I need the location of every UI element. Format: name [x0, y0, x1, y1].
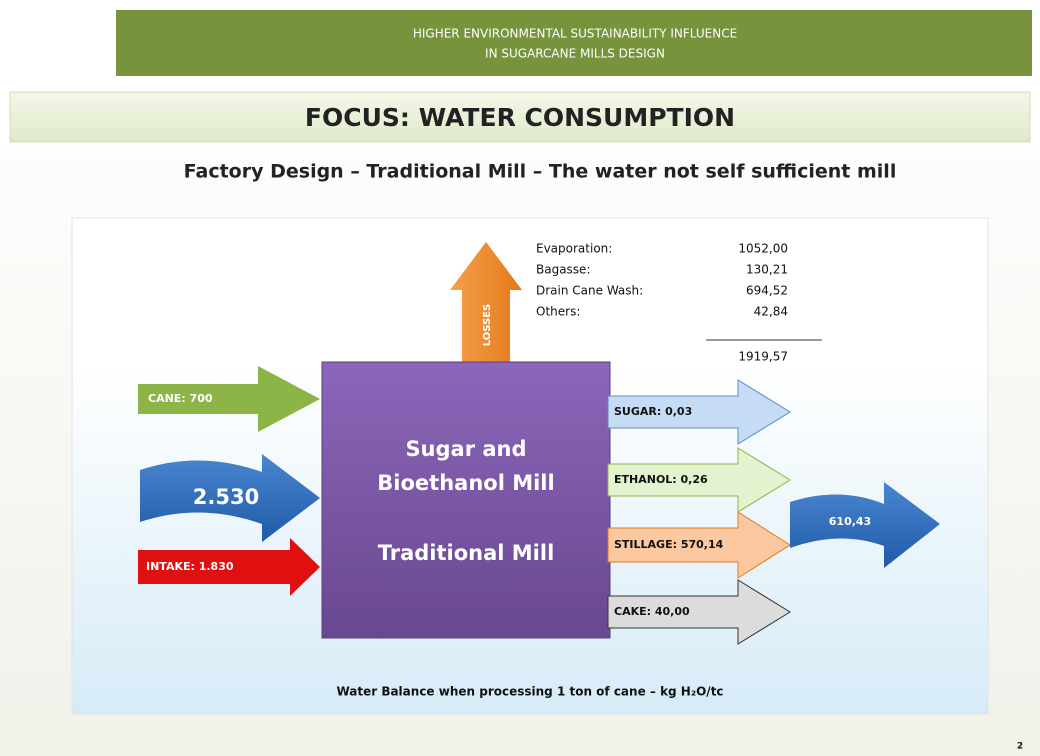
losses-label: LOSSES [482, 304, 493, 347]
total-input-arrow [140, 454, 320, 542]
header-line: IN SUGARCANE MILLS DESIGN [485, 47, 665, 61]
header-bar [116, 10, 1032, 76]
total-input-label: 2.530 [193, 485, 259, 509]
header-line: HIGHER ENVIRONMENTAL SUSTAINABILITY INFL… [413, 27, 737, 41]
total-output-arrow [790, 482, 940, 568]
focus-title: FOCUS: WATER CONSUMPTION [305, 103, 735, 132]
loss-label: Bagasse: [536, 263, 591, 277]
loss-label: Evaporation: [536, 242, 612, 256]
focus-band [9, 91, 1031, 143]
losses-list: Evaporation: 1052,00 Bagasse: 130,21 Dra… [536, 242, 822, 364]
page-number: 2 [1017, 742, 1023, 752]
loss-total: 1919,57 [738, 350, 788, 364]
cake-arrow [607, 579, 791, 645]
cane-arrow [138, 366, 320, 432]
output-label: ETHANOL: 0,26 [614, 473, 708, 486]
total-output-label: 610,43 [829, 515, 871, 528]
intake-label: INTAKE: 1.830 [146, 560, 234, 573]
loss-value: 1052,00 [738, 242, 788, 256]
output-label: SUGAR: 0,03 [614, 405, 692, 418]
ethanol-arrow [607, 447, 791, 513]
cane-label: CANE: 700 [148, 392, 213, 405]
loss-label: Drain Cane Wash: [536, 284, 643, 298]
output-label: STILLAGE: 570,14 [614, 538, 724, 551]
loss-value: 130,21 [746, 263, 788, 277]
subtitle: Factory Design – Traditional Mill – The … [184, 161, 897, 183]
loss-label: Others: [536, 305, 580, 319]
mill-line: Bioethanol Mill [377, 471, 554, 495]
loss-value: 42,84 [754, 305, 788, 319]
mill-line: Traditional Mill [378, 541, 555, 565]
output-label: CAKE: 40,00 [614, 605, 690, 618]
sugar-arrow [607, 379, 791, 445]
losses-arrow [450, 242, 522, 362]
stillage-arrow [607, 511, 791, 579]
mill-box [321, 361, 611, 639]
intake-arrow [138, 538, 320, 596]
mill-line: Sugar and [405, 437, 526, 461]
caption: Water Balance when processing 1 ton of c… [336, 685, 723, 699]
loss-value: 694,52 [746, 284, 788, 298]
